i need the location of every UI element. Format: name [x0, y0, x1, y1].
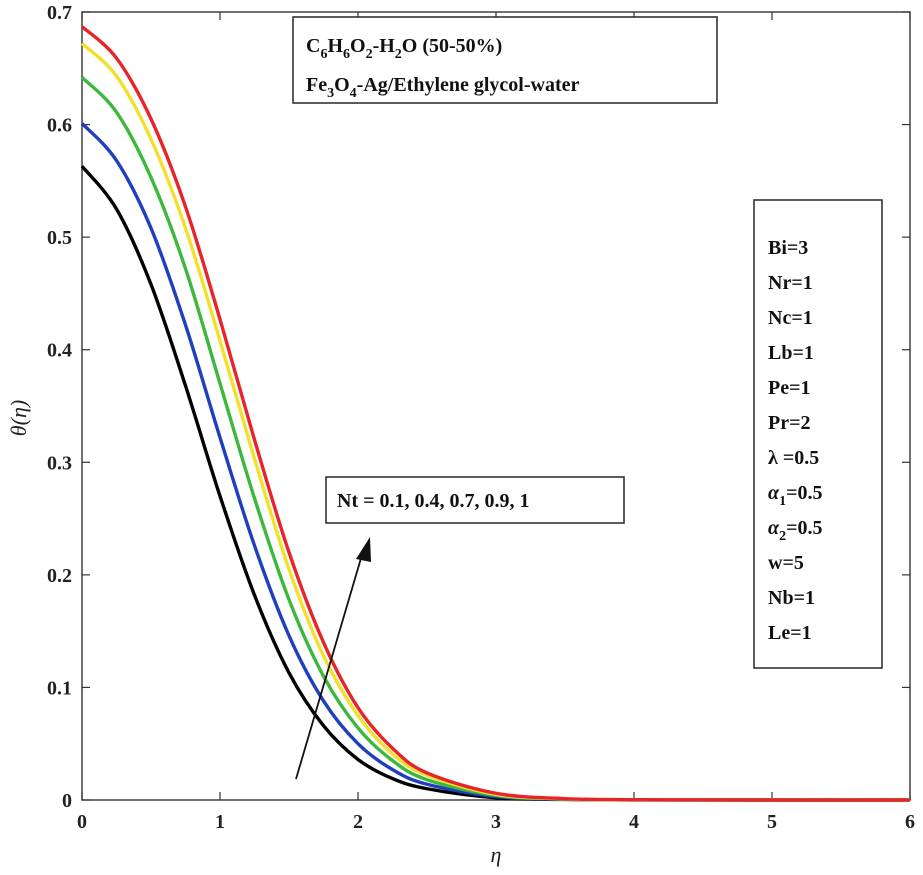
- parameter-label: Pr=2: [768, 412, 811, 434]
- x-tick-label: 2: [353, 811, 363, 833]
- y-tick-label: 0.7: [47, 2, 72, 24]
- parameter-label: Lb=1: [768, 342, 814, 364]
- fluid-annotation-box: C6H6O2-H2O (50-50%) Fe3O4-Ag/Ethylene gl…: [292, 16, 718, 104]
- x-tick-label: 1: [215, 811, 225, 833]
- parameter-label: λ =0.5: [768, 447, 819, 469]
- series-line-5: [80, 25, 911, 802]
- y-tick-label: 0.1: [47, 677, 72, 699]
- y-axis-label: θ(η): [6, 400, 31, 436]
- y-axis-ticks: 0 0.1 0.2 0.3 0.4 0.5 0.6 0.7: [47, 2, 910, 812]
- y-tick-label: 0.5: [47, 227, 72, 249]
- nt-arrow-head: [356, 537, 371, 562]
- x-tick-label: 0: [77, 811, 87, 833]
- nt-arrow-shaft: [295, 547, 365, 780]
- y-tick-label: 0: [62, 790, 72, 812]
- parameter-label: Le=1: [768, 622, 812, 644]
- parameter-label: Pe=1: [768, 377, 811, 399]
- curves: [80, 25, 911, 802]
- parameter-label: Nb=1: [768, 587, 815, 609]
- parameter-label: Bi=3: [768, 237, 808, 259]
- y-tick-label: 0.2: [47, 565, 72, 587]
- x-tick-label: 6: [905, 811, 915, 833]
- parameter-label: α2=0.5: [768, 517, 822, 544]
- y-tick-label: 0.6: [47, 115, 72, 137]
- parameter-list: Bi=3 Nr=1 Nc=1 Lb=1 Pe=1 Pr=2 λ =0.5 α1=0.5 α2=0…: [768, 237, 822, 644]
- y-tick-label: 0.4: [47, 340, 72, 362]
- x-tick-label: 4: [629, 811, 639, 833]
- fluid-line-1: C6H6O2-H2O (50-50%): [306, 35, 502, 62]
- nt-annotation: Nt = 0.1, 0.4, 0.7, 0.9, 1: [295, 476, 625, 780]
- nt-label: Nt = 0.1, 0.4, 0.7, 0.9, 1: [337, 490, 530, 512]
- parameter-label: Nr=1: [768, 272, 813, 294]
- x-tick-label: 3: [491, 811, 501, 833]
- y-tick-label: 0.3: [47, 452, 72, 474]
- fluid-line-2: Fe3O4-Ag/Ethylene glycol-water: [306, 74, 580, 101]
- parameter-box: Bi=3 Nr=1 Nc=1 Lb=1 Pe=1 Pr=2 λ =0.5 α1=0.5 α2=0…: [753, 199, 883, 669]
- parameter-label: Nc=1: [768, 307, 813, 329]
- parameter-label: α1=0.5: [768, 482, 822, 509]
- parameter-label: w=5: [768, 552, 804, 574]
- x-tick-label: 5: [767, 811, 777, 833]
- x-axis-label: η: [491, 842, 502, 867]
